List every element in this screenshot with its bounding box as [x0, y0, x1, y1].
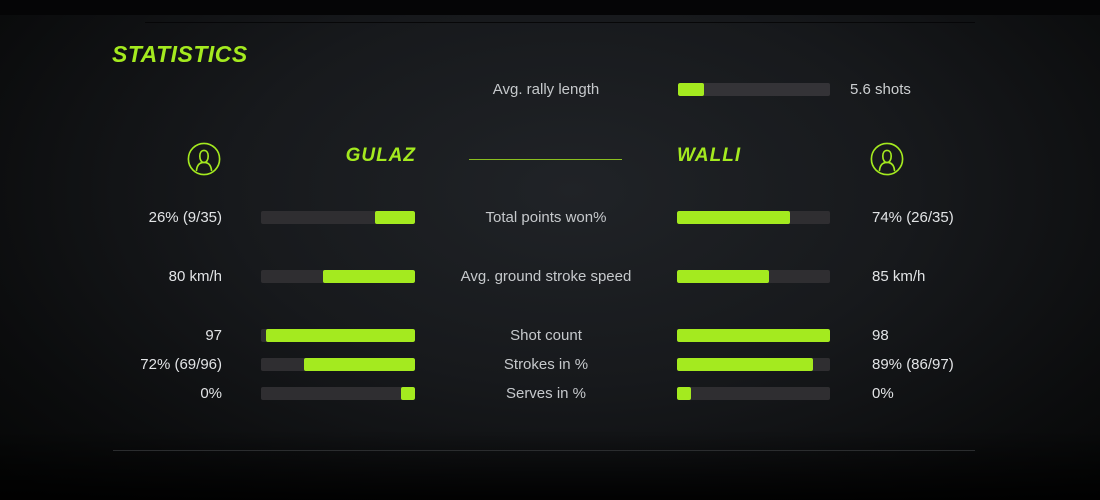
- bottom-divider: [113, 450, 975, 451]
- stat-bar-left: [261, 329, 415, 342]
- stat-value-left: 26% (9/35): [148, 209, 222, 226]
- stats-list: 26% (9/35) Total points won% 74% (26/35)…: [0, 208, 1100, 404]
- top-strip: [0, 0, 1100, 15]
- stat-row: 26% (9/35) Total points won% 74% (26/35): [0, 208, 1100, 228]
- stat-label: Strokes in %: [503, 356, 589, 373]
- stat-bar-left-fill: [265, 329, 415, 342]
- stat-bar-right-fill: [677, 329, 830, 342]
- stat-label: Avg. ground stroke speed: [460, 268, 632, 285]
- name-divider: [469, 159, 622, 160]
- stat-row: 72% (69/96) Strokes in % 89% (86/97): [0, 355, 1100, 375]
- stat-bar-left: [261, 270, 415, 283]
- stat-row: 97 Shot count 98: [0, 326, 1100, 346]
- stat-value-right: 85 km/h: [872, 268, 926, 285]
- stat-bar-right: [677, 387, 830, 400]
- stat-bar-left: [261, 211, 415, 224]
- stat-value-left: 80 km/h: [168, 268, 222, 285]
- stat-bar-right-fill: [677, 270, 769, 283]
- stat-bar-right: [677, 211, 830, 224]
- rally-length-value: 5.6 shots: [850, 81, 911, 98]
- stat-bar-left-fill: [401, 387, 415, 400]
- stat-value-right: 89% (86/97): [872, 356, 954, 373]
- player-name-left: GULAZ: [345, 145, 416, 166]
- top-divider: [145, 22, 975, 23]
- rally-length-label: Avg. rally length: [492, 81, 600, 98]
- person-icon: [869, 141, 905, 177]
- stat-value-right: 98: [872, 327, 889, 344]
- stat-bar-left-fill: [304, 358, 415, 371]
- stat-row: 80 km/h Avg. ground stroke speed 85 km/h: [0, 267, 1100, 287]
- person-icon: [186, 141, 222, 177]
- rally-length-bar-fill: [678, 83, 704, 96]
- stat-value-left: 0%: [200, 385, 222, 402]
- stat-bar-right-fill: [677, 358, 814, 371]
- stat-bar-left-fill: [322, 270, 415, 283]
- stat-bar-left: [261, 358, 415, 371]
- stat-value-left: 97: [205, 327, 222, 344]
- stat-bar-right: [677, 270, 830, 283]
- stat-bar-right-fill: [677, 211, 791, 224]
- stat-bar-left: [261, 387, 415, 400]
- rally-length-bar: [678, 83, 830, 96]
- page-title: STATISTICS: [112, 41, 248, 67]
- rally-length-row: Avg. rally length 5.6 shots: [0, 80, 1100, 100]
- stat-bar-right-fill: [677, 387, 691, 400]
- stat-bar-right: [677, 329, 830, 342]
- stat-value-right: 74% (26/35): [872, 209, 954, 226]
- stat-label: Total points won%: [485, 209, 607, 226]
- stat-bar-right: [677, 358, 830, 371]
- stat-value-left: 72% (69/96): [140, 356, 222, 373]
- stat-label: Serves in %: [505, 385, 587, 402]
- stat-value-right: 0%: [872, 385, 894, 402]
- stat-row: 0% Serves in % 0%: [0, 384, 1100, 404]
- stat-label: Shot count: [510, 327, 582, 344]
- stat-bar-left-fill: [374, 211, 415, 224]
- player-name-right: WALLI: [677, 145, 742, 166]
